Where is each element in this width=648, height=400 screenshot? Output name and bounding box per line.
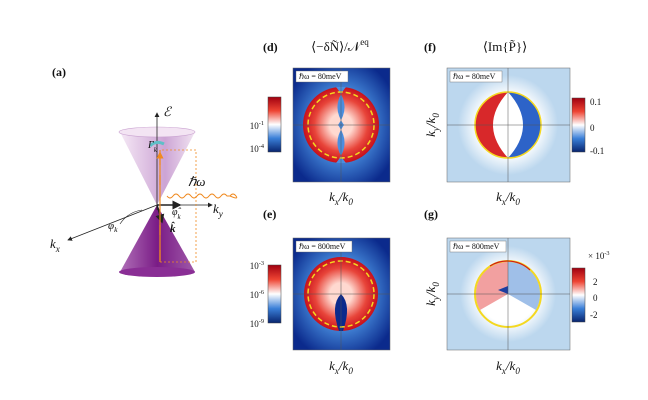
kx-axis-label: kx xyxy=(50,236,60,254)
panel-label: (g) xyxy=(424,207,438,221)
colorbar-multiplier: × 10-3 xyxy=(588,250,610,261)
colorbar-tick: 10-6 xyxy=(250,289,264,300)
phi-label: φk xyxy=(108,220,118,235)
colorbar xyxy=(571,267,586,323)
gamma-label: Γk xyxy=(147,140,158,153)
x-axis-label: kx/k0 xyxy=(496,189,520,207)
x-axis-label: kx/k0 xyxy=(496,358,520,376)
x-axis-label: kx/k0 xyxy=(329,189,353,207)
k-hat-label: k̂ xyxy=(170,221,176,234)
colorbar-tick: 10-3 xyxy=(250,260,264,271)
colorbar-tick: 2 xyxy=(593,277,598,287)
colorbar-tick: 10-9 xyxy=(250,318,264,329)
panel-title: ⟨Im{P̃}⟩ xyxy=(483,39,527,54)
colorbar xyxy=(267,264,282,324)
colorbar-tick: 10-1 xyxy=(250,120,264,131)
colorbar-tick: -0.1 xyxy=(590,146,604,156)
heatmap xyxy=(447,68,570,182)
y-axis-label: ky/k0 xyxy=(423,282,441,306)
annotation: ℏω = 80meV xyxy=(453,72,496,81)
colorbar-tick: 10-4 xyxy=(250,143,265,154)
heatmap xyxy=(293,238,390,350)
heatmap xyxy=(293,68,390,182)
colorbar-tick: 0 xyxy=(590,123,595,133)
phi-hat-label: φ̂k xyxy=(172,207,182,220)
energy-axis-label: ℰ xyxy=(163,104,172,119)
photon-label: ℏω xyxy=(188,174,205,189)
panel-label: (f) xyxy=(424,40,436,54)
colorbar-tick: 0.1 xyxy=(590,97,601,107)
heatmap xyxy=(447,238,570,350)
panel-label: (d) xyxy=(263,40,278,54)
annotation: ℏω = 80meV xyxy=(299,72,342,81)
annotation: ℏω = 800meV xyxy=(299,242,346,251)
panel-label: (a) xyxy=(52,65,66,79)
annotation: ℏω = 800meV xyxy=(453,242,500,251)
ky-axis-label: ky xyxy=(213,201,224,219)
x-axis-label: kx/k0 xyxy=(329,358,353,376)
panel-title: ⟨−δÑ⟩/𝒩eq xyxy=(311,37,369,54)
colorbar xyxy=(571,97,586,153)
y-axis-label: ky/k0 xyxy=(423,113,441,137)
colorbar-tick: -2 xyxy=(590,310,598,320)
colorbar xyxy=(267,96,282,153)
panel-label: (e) xyxy=(263,207,276,221)
colorbar-tick: 0 xyxy=(593,293,598,303)
dirac-cone xyxy=(67,112,238,277)
